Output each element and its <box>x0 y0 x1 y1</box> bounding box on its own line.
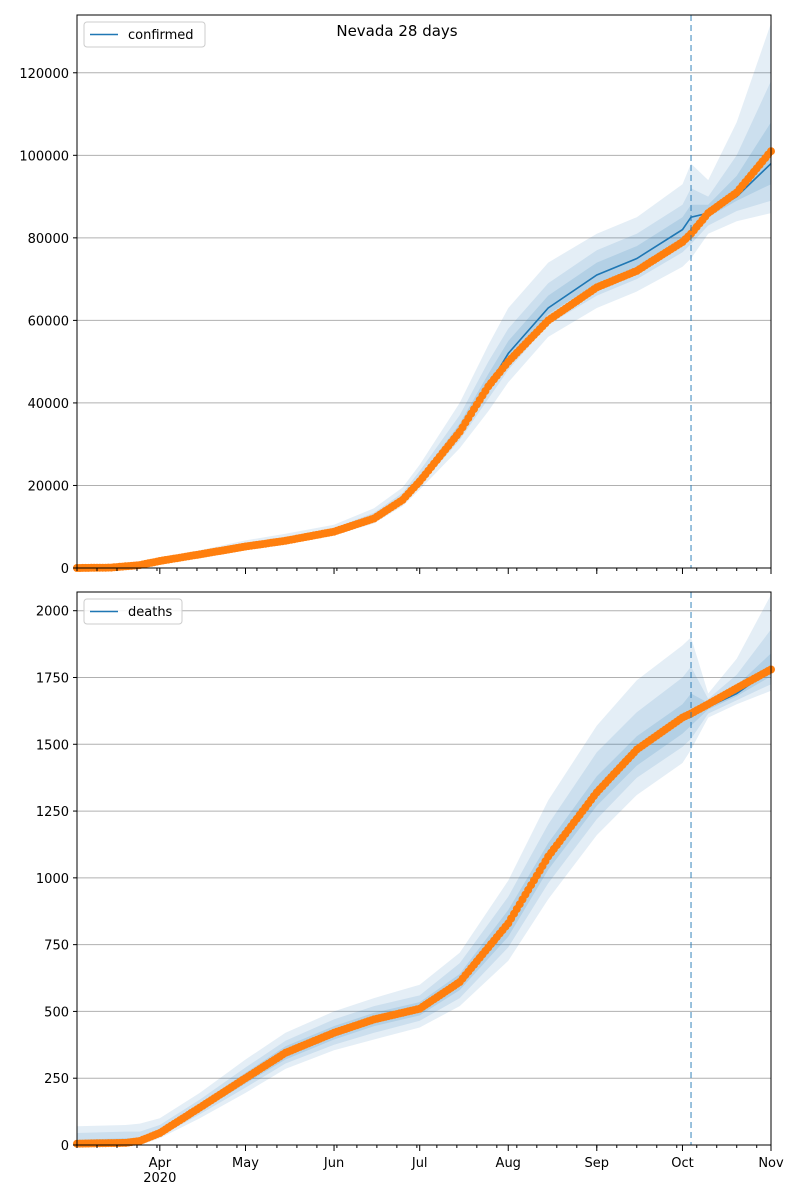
y-tick-label: 500 <box>44 1005 69 1020</box>
deaths-panel: 0 250 500 750 1000 1250 1500 1750 2000 deaths Apr M… <box>36 591 784 1186</box>
x-tick-label: Apr <box>149 1156 172 1171</box>
figure-title: Nevada 28 days <box>336 22 457 40</box>
band-middle <box>77 81 771 568</box>
y-tick-label: 60000 <box>28 314 69 329</box>
x-tick-label: Aug <box>496 1156 521 1171</box>
y-tick-label: 40000 <box>28 397 69 412</box>
y-tick-label: 1750 <box>36 671 69 686</box>
y-tick-label: 100000 <box>19 149 69 164</box>
x-tick-label: May <box>232 1156 259 1171</box>
y-tick-label: 1000 <box>36 872 69 887</box>
axes-frame <box>76 14 772 569</box>
band-inner <box>77 122 771 569</box>
band-outer <box>77 594 771 1145</box>
y-tick-label: 0 <box>61 1139 69 1154</box>
series-observed <box>73 147 775 572</box>
confirmed-panel: 0 20000 40000 60000 80000 100000 120000 confirm… <box>19 14 775 577</box>
y-tick-label: 0 <box>61 562 69 577</box>
legend-box <box>83 598 183 625</box>
y-tick-label: 1500 <box>36 738 69 753</box>
x-tick-label: Nov <box>758 1156 784 1171</box>
band-outer <box>77 23 771 569</box>
x-tick-label: Jun <box>323 1156 344 1171</box>
y-tick-label: 1250 <box>36 805 69 820</box>
y-tick-label: 2000 <box>36 605 69 620</box>
legend-label: confirmed <box>128 28 194 43</box>
legend-box <box>83 21 206 48</box>
x-year-label: 2020 <box>143 1171 176 1186</box>
y-tick-label: 250 <box>44 1072 69 1087</box>
band-inner <box>77 653 771 1145</box>
y-tick-label: 120000 <box>19 67 69 82</box>
band-middle <box>77 629 771 1145</box>
legend: deaths <box>83 598 183 625</box>
y-tick-label: 20000 <box>28 479 69 494</box>
x-tick-label: Oct <box>671 1156 693 1171</box>
y-tick-label: 750 <box>44 939 69 954</box>
legend-label: deaths <box>128 605 173 620</box>
series-observed <box>73 665 775 1148</box>
legend: confirmed <box>83 21 206 48</box>
axes-frame <box>76 591 772 1146</box>
x-tick-label: Sep <box>585 1156 610 1171</box>
y-tick-label: 80000 <box>28 232 69 247</box>
x-tick-label: Jul <box>411 1156 428 1171</box>
